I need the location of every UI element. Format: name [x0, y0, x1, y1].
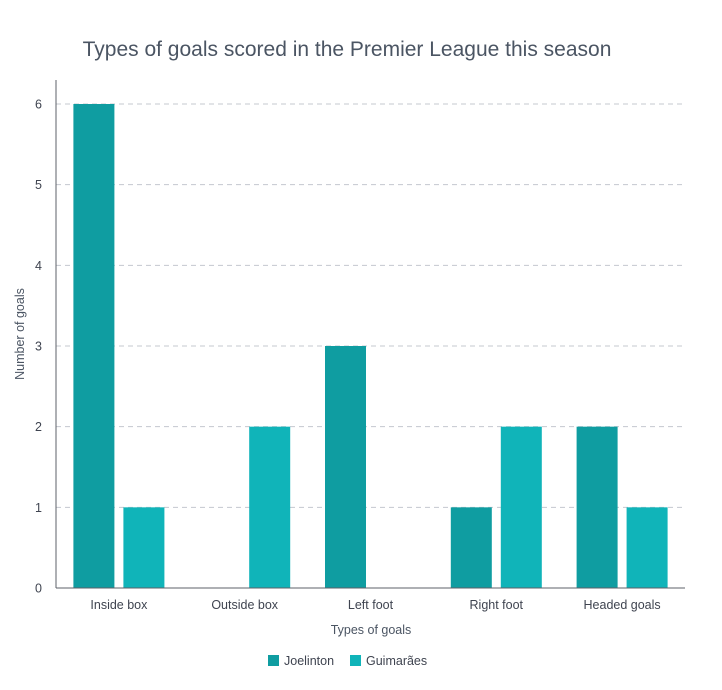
bar-joelinton-3 — [325, 346, 366, 588]
bar-guimar-es-2 — [249, 426, 291, 588]
x-tick-label: Right foot — [470, 598, 524, 612]
bar-guimar-es-5 — [626, 507, 668, 588]
x-tick-label: Headed goals — [584, 598, 661, 612]
bar-joelinton-5 — [576, 426, 618, 588]
y-tick-labels: 0 1 2 3 4 5 6 — [35, 98, 42, 596]
legend-label: Guimarães — [366, 654, 427, 668]
y-tick-label: 3 — [35, 340, 42, 354]
bar-guimar-es-4 — [500, 426, 542, 588]
legend-swatch — [268, 655, 279, 666]
y-tick-label: 5 — [35, 178, 42, 192]
bar-joelinton-1 — [73, 104, 115, 588]
x-tick-labels: Inside box Outside box Left foot Right foot… — [90, 598, 660, 612]
axes — [55, 80, 685, 589]
y-tick-label: 1 — [35, 501, 42, 515]
legend-swatch — [350, 655, 361, 666]
x-tick-label: Inside box — [90, 598, 148, 612]
x-tick-label: Outside box — [211, 598, 278, 612]
y-tick-label: 0 — [35, 582, 42, 596]
legend-label: Joelinton — [284, 654, 334, 668]
y-tick-label: 6 — [35, 98, 42, 112]
x-axis-title: Types of goals — [331, 623, 412, 637]
y-tick-label: 4 — [35, 259, 42, 273]
legend: Joelinton Guimarães — [268, 654, 427, 668]
x-tick-label: Left foot — [348, 598, 394, 612]
y-axis-title: Number of goals — [13, 288, 27, 380]
bar-guimar-es-1 — [123, 507, 165, 588]
y-tick-label: 2 — [35, 420, 42, 434]
bars — [73, 104, 668, 588]
chart-title: Types of goals scored in the Premier Lea… — [83, 38, 612, 61]
bar-joelinton-4 — [450, 507, 492, 588]
